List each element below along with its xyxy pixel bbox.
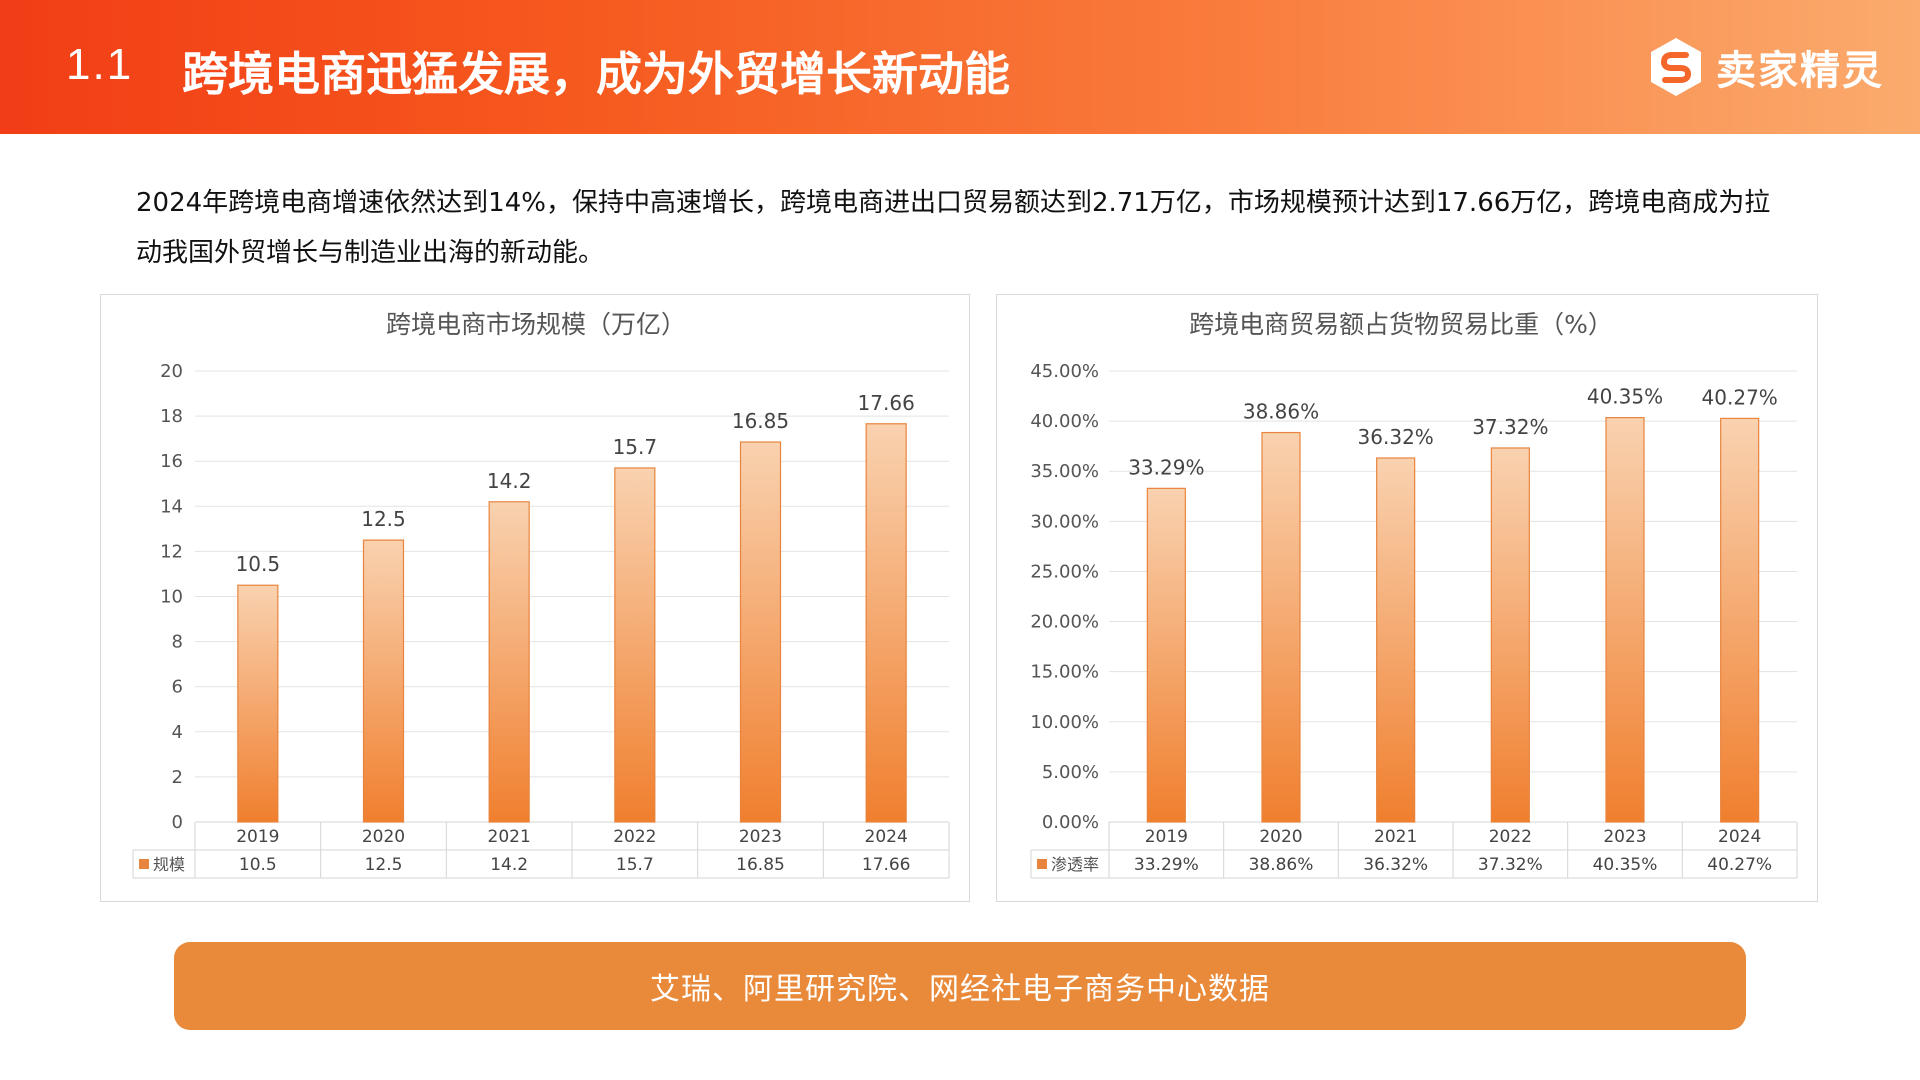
x-tick-label: 2019 xyxy=(236,827,279,847)
bar xyxy=(739,441,782,823)
y-tick-label: 35.00% xyxy=(1030,461,1099,482)
y-tick-label: 10.00% xyxy=(1030,712,1099,733)
bar xyxy=(1720,417,1760,823)
brand-logo: 卖家精灵 xyxy=(1648,36,1884,98)
x-tick-label: 2020 xyxy=(362,827,405,847)
source-text: 艾瑞、阿里研究院、网经社电子商务中心数据 xyxy=(650,972,1270,1007)
y-tick-label: 30.00% xyxy=(1030,511,1099,532)
bar xyxy=(1490,447,1530,823)
y-tick-label: 6 xyxy=(172,677,183,698)
bar-value-label: 38.86% xyxy=(1243,400,1319,424)
x-tick-label: 2021 xyxy=(488,827,531,847)
bar-value-label: 40.35% xyxy=(1587,385,1663,409)
bar xyxy=(362,539,405,823)
bar-value-label: 36.32% xyxy=(1358,425,1434,449)
table-value: 14.2 xyxy=(490,855,528,875)
section-number: 1.1 xyxy=(66,40,134,89)
bar-value-label: 17.66 xyxy=(858,391,915,415)
penetration-chart: 跨境电商贸易额占货物贸易比重（%） 0.00% 5.00% 10.00% 15.00% 2… xyxy=(1030,310,1798,879)
bar xyxy=(1261,431,1301,823)
bar xyxy=(488,501,530,823)
bar xyxy=(1146,487,1186,823)
legend-swatch xyxy=(1037,859,1047,869)
bar-value-label: 10.5 xyxy=(236,552,281,576)
brand-name: 卖家精灵 xyxy=(1716,48,1884,94)
bar-value-label: 15.7 xyxy=(613,435,658,459)
intro-paragraph: 2024年跨境电商增速依然达到14%，保持中高速增长，跨境电商进出口贸易额达到2… xyxy=(136,188,1771,268)
bar xyxy=(237,584,279,823)
header-banner: 1.1 跨境电商迅猛发展，成为外贸增长新动能 卖家精灵 xyxy=(0,0,1920,134)
bar-value-label: 37.32% xyxy=(1472,415,1548,439)
x-tick-label: 2020 xyxy=(1259,827,1302,847)
x-tick-label: 2023 xyxy=(739,827,782,847)
legend-label: 规模 xyxy=(153,855,185,874)
table-value: 16.85 xyxy=(736,855,785,875)
x-tick-label: 2021 xyxy=(1374,827,1417,847)
bar xyxy=(865,423,907,823)
table-value: 36.32% xyxy=(1363,855,1428,875)
table-value: 37.32% xyxy=(1478,855,1543,875)
y-tick-label: 18 xyxy=(160,406,183,427)
y-tick-label: 45.00% xyxy=(1030,361,1099,382)
bar-value-label: 16.85 xyxy=(732,409,789,433)
y-tick-label: 4 xyxy=(172,722,183,743)
bar-value-label: 40.27% xyxy=(1702,385,1778,409)
y-tick-label: 40.00% xyxy=(1030,411,1099,432)
y-tick-label: 2 xyxy=(172,767,183,788)
y-tick-label: 0.00% xyxy=(1042,812,1099,833)
y-tick-label: 5.00% xyxy=(1042,762,1099,783)
market-size-chart-panel: 跨境电商市场规模（万亿） 0 2 4 6 8 10 12 14 16 18 20 规模 10.5 2019 1… xyxy=(100,294,970,902)
y-tick-label: 0 xyxy=(172,812,183,833)
y-tick-label: 20 xyxy=(160,361,183,382)
legend-swatch xyxy=(139,859,149,869)
table-value: 12.5 xyxy=(365,855,403,875)
page-title: 跨境电商迅猛发展，成为外贸增长新动能 xyxy=(182,47,1010,101)
bar-value-label: 12.5 xyxy=(361,507,406,531)
y-tick-label: 8 xyxy=(172,632,183,653)
x-tick-label: 2024 xyxy=(865,827,908,847)
bar xyxy=(1605,417,1645,823)
chart-title: 跨境电商市场规模（万亿） xyxy=(386,310,686,339)
table-value: 15.7 xyxy=(616,855,654,875)
table-value: 40.35% xyxy=(1593,855,1658,875)
source-banner: 艾瑞、阿里研究院、网经社电子商务中心数据 xyxy=(174,942,1746,1030)
y-tick-label: 20.00% xyxy=(1030,612,1099,633)
x-tick-label: 2022 xyxy=(613,827,656,847)
legend-label: 渗透率 xyxy=(1051,855,1099,874)
y-tick-label: 15.00% xyxy=(1030,662,1099,683)
penetration-chart-panel: 跨境电商贸易额占货物贸易比重（%） 0.00% 5.00% 10.00% 15.00% 2… xyxy=(996,294,1818,902)
table-value: 33.29% xyxy=(1134,855,1199,875)
brand-hexagon-icon xyxy=(1651,38,1701,96)
y-tick-label: 10 xyxy=(160,587,183,608)
bar-value-label: 33.29% xyxy=(1128,455,1204,479)
x-tick-label: 2019 xyxy=(1145,827,1188,847)
x-tick-label: 2024 xyxy=(1718,827,1761,847)
bar-value-label: 14.2 xyxy=(487,469,532,493)
y-tick-label: 25.00% xyxy=(1030,561,1099,582)
y-tick-label: 16 xyxy=(160,451,183,472)
table-value: 38.86% xyxy=(1249,855,1314,875)
bar xyxy=(1376,457,1416,823)
table-value: 10.5 xyxy=(239,855,277,875)
x-tick-label: 2023 xyxy=(1603,827,1646,847)
y-tick-label: 14 xyxy=(160,496,183,517)
bar xyxy=(614,467,656,823)
x-tick-label: 2022 xyxy=(1489,827,1532,847)
chart-title: 跨境电商贸易额占货物贸易比重（%） xyxy=(1189,310,1613,339)
y-tick-label: 12 xyxy=(160,541,183,562)
table-value: 40.27% xyxy=(1707,855,1772,875)
table-value: 17.66 xyxy=(862,855,911,875)
market-size-chart: 跨境电商市场规模（万亿） 0 2 4 6 8 10 12 14 16 18 20 规模 10.5 2019 1… xyxy=(132,310,950,879)
